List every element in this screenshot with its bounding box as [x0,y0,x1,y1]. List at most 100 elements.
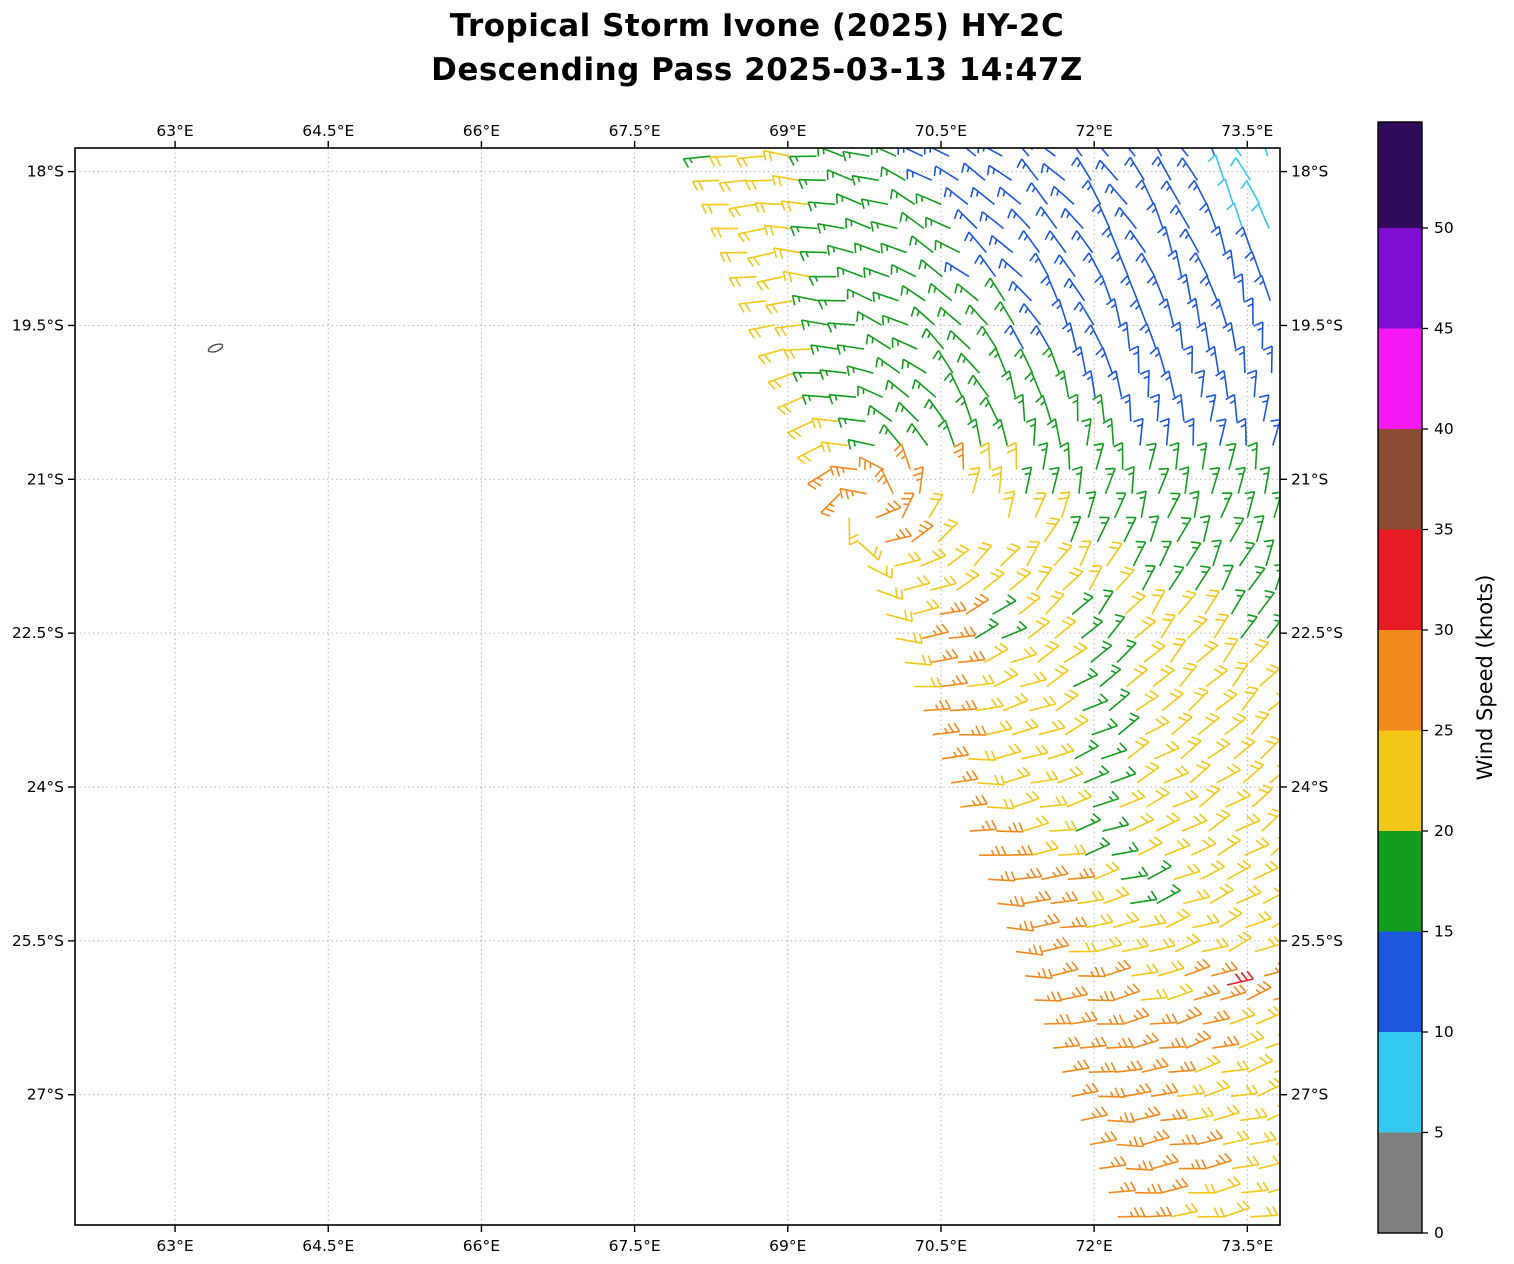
wind-barb [1094,861,1120,881]
wind-barb [933,165,959,181]
wind-barb [800,319,829,330]
wind-barb [1043,517,1061,543]
wind-barb [1210,298,1228,326]
wind-barb [1168,1061,1197,1073]
wind-barb [974,618,999,639]
wind-barb [718,179,747,193]
wind-barb [773,247,801,259]
wind-barb [1080,1106,1108,1122]
wind-barb [1011,718,1039,736]
wind-barb [1221,1060,1250,1073]
wind-barb [1098,1087,1126,1098]
wind-barb [1211,539,1222,567]
wind-barb [959,725,987,736]
wind-barb [895,632,923,644]
wind-barb [1106,541,1123,567]
wind-barb [1040,275,1059,302]
wind-barb [1042,937,1070,953]
wind-barb [1216,763,1241,784]
wind-barb [982,568,1005,591]
y-tick-label-left: 19.5°S [12,316,64,334]
wind-barb [1230,1084,1259,1098]
wind-barb [911,378,937,398]
wind-barb [1236,885,1262,905]
wind-barb [856,311,882,326]
wind-barb [1132,540,1147,567]
wind-barb [1169,204,1191,229]
wind-barb [1031,840,1059,856]
wind-barb [1246,369,1258,398]
wind-barb [1246,980,1272,1001]
wind-barb [960,794,988,808]
wind-barb [1233,736,1256,760]
wind-barb [1057,766,1084,784]
wind-barb [953,441,965,470]
wind-barb [1234,813,1261,832]
wind-barb [1149,346,1167,374]
wind-barb [1238,1030,1265,1049]
wind-barb [1046,664,1069,688]
wind-barb [1086,913,1114,929]
wind-barb [1041,865,1069,881]
wind-barb [1249,638,1270,663]
wind-barb [1257,1077,1280,1098]
wind-barb [1013,790,1040,808]
wind-barb [1060,985,1089,1001]
wind-barb [1267,1188,1280,1194]
wind-barb [968,466,981,494]
wind-barb [1199,202,1217,229]
wind-barb [1197,1207,1226,1218]
wind-barb [1204,589,1220,615]
wind-barb [932,722,961,736]
wind-barb [996,186,1022,206]
wind-barb [1179,228,1200,253]
wind-barb [839,487,867,500]
colorbar-tick-label: 50 [1434,219,1454,237]
wind-barb [1218,907,1243,929]
wind-barb [860,198,889,209]
wind-barb [842,150,870,162]
wind-barb [1187,179,1208,205]
colorbar-band [1378,429,1422,530]
wind-barb [978,845,1007,856]
wind-barb [1106,297,1122,326]
wind-barb [1117,712,1140,736]
wind-barb [1244,837,1270,856]
wind-barb [1127,736,1150,760]
wind-barb [1001,620,1028,640]
wind-barb [746,251,775,267]
wind-barb [1092,393,1105,422]
wind-barb [1151,589,1166,615]
wind-barb [846,288,873,302]
wind-barb [1029,252,1050,278]
wind-barb [1200,860,1225,881]
wind-barb [1213,1104,1240,1122]
wind-barb [1169,637,1187,663]
wind-barb [1015,944,1044,956]
wind-barb [1229,157,1252,181]
wind-barb [1146,202,1164,229]
wind-barb [1159,540,1173,567]
wind-barb [1143,640,1166,664]
wind-barb [1076,890,1105,905]
wind-barb [1085,491,1097,519]
wind-barb [829,465,858,477]
wind-barb [1082,693,1109,712]
wind-barb [1149,393,1161,422]
wind-barb [893,443,912,470]
wind-barb [1091,203,1111,229]
wind-barb [846,365,874,377]
wind-barb [1199,514,1211,543]
wind-barb [1070,515,1082,543]
wind-barb [1209,883,1234,905]
wind-barb [1005,845,1034,856]
wind-barb [763,224,792,236]
x-tick-label-bottom: 73.5°E [1221,1237,1273,1255]
wind-barb [1266,1104,1280,1122]
wind-barb [1020,671,1047,688]
wind-barb [1050,185,1075,205]
wind-barb [807,468,832,490]
wind-barb [1188,252,1209,278]
wind-barb [1096,516,1110,543]
